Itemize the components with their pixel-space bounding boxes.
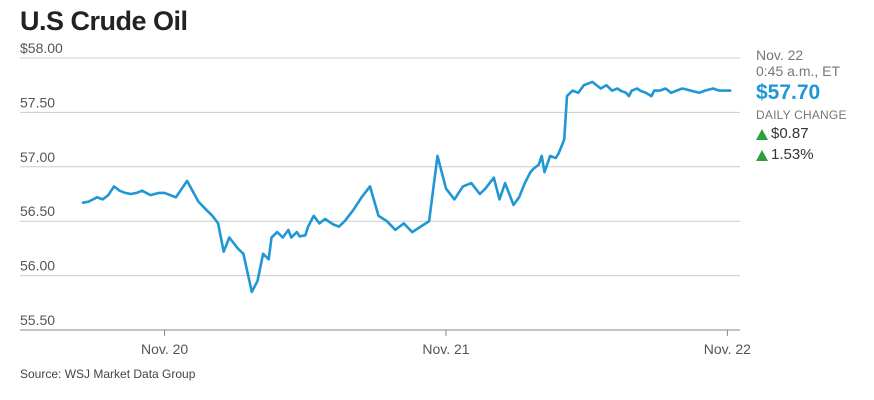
daily-change-percent: 1.53%: [756, 146, 847, 164]
y-tick-label: 57.00: [20, 149, 55, 165]
quote-price: $57.70: [756, 81, 821, 104]
y-tick-label: 56.50: [20, 203, 55, 219]
y-tick-label: $58.00: [20, 40, 63, 56]
x-tick-label: Nov. 21: [422, 341, 469, 357]
gridlines: [20, 57, 740, 331]
triangle-up-icon: [756, 149, 768, 161]
y-tick-label: 55.50: [20, 312, 55, 328]
daily-change-amount-value: $0.87: [771, 125, 809, 142]
triangle-up-icon: [756, 128, 768, 140]
quote-time: 0:45 a.m., ET: [756, 63, 841, 79]
x-tick-label: Nov. 20: [141, 341, 188, 357]
daily-change-label: DAILY CHANGE: [756, 108, 847, 122]
x-tick-label: Nov. 22: [704, 341, 751, 357]
y-tick-label: 57.50: [20, 94, 55, 110]
daily-change-percent-value: 1.53%: [771, 146, 814, 163]
y-tick-label: 56.00: [20, 258, 55, 274]
series-layer: [81, 80, 732, 294]
source-note: Source: WSJ Market Data Group: [20, 367, 196, 381]
quote-date: Nov. 22: [756, 47, 804, 63]
latest-quote-panel: Nov. 22 0:45 a.m., ET $57.70 DAILY CHANG…: [756, 47, 847, 164]
series-line: [81, 80, 732, 294]
daily-change-amount: $0.87: [756, 125, 847, 143]
x-axis-ticks: Nov. 20 Nov. 21 Nov. 22: [141, 330, 751, 357]
chart-title: U.S Crude Oil: [20, 6, 188, 36]
y-axis-ticks: $58.00 57.50 57.00 56.50 56.00 55.50: [20, 40, 63, 328]
